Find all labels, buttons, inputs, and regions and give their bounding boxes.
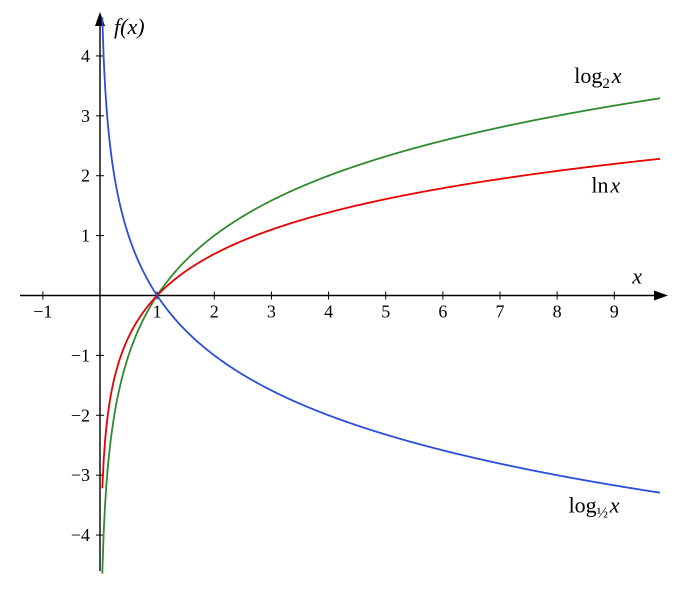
y-tick-label: −1 xyxy=(71,345,90,365)
y-axis-label: f(x) xyxy=(114,14,145,39)
x-tick-label: 7 xyxy=(496,302,505,322)
x-tick-label: 1 xyxy=(153,302,162,322)
y-tick-label: 4 xyxy=(81,46,90,66)
x-tick-label: 5 xyxy=(381,302,390,322)
x-tick-label: 8 xyxy=(553,302,562,322)
x-axis-label: x xyxy=(631,264,642,289)
curve-ln xyxy=(102,159,660,488)
y-tick-label: 2 xyxy=(81,166,90,186)
y-tick-label: −2 xyxy=(71,405,90,425)
y-tick-label: −4 xyxy=(71,525,90,545)
x-tick-label: 3 xyxy=(267,302,276,322)
series-label-log2: log2 x xyxy=(574,63,621,92)
x-tick-label: 6 xyxy=(438,302,447,322)
curve-loghalf xyxy=(102,17,660,492)
y-tick-label: −3 xyxy=(71,465,90,485)
y-tick-label: 3 xyxy=(81,106,90,126)
x-tick-label: 2 xyxy=(210,302,219,322)
series-label-loghalf: log½ x xyxy=(569,492,620,521)
log-functions-chart: −1 1 2 3 4 5 6 7 8 9 −4 −3 −2 −1 1 2 3 4 x f(x) log2 x ln x lo… xyxy=(0,0,680,591)
series-label-ln: ln x xyxy=(591,172,620,197)
y-axis-arrow xyxy=(95,12,105,26)
x-tick-label: 9 xyxy=(610,302,619,322)
y-tick-label: 1 xyxy=(81,226,90,246)
x-axis-arrow xyxy=(654,291,668,301)
x-tick-label: 4 xyxy=(324,302,333,322)
x-tick-label: −1 xyxy=(33,302,52,322)
